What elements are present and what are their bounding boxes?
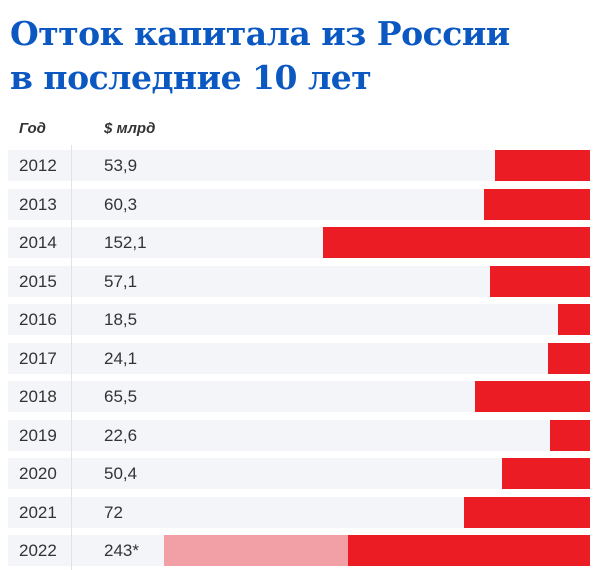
value-label: 60,3	[104, 194, 138, 214]
table-row: 2018 65,5	[8, 381, 590, 412]
year-label: 2018	[19, 387, 57, 406]
bar	[501, 458, 590, 489]
bar	[463, 496, 590, 528]
value-label: 65,5	[104, 387, 138, 406]
header-year: Год	[19, 120, 46, 137]
header-value: $ млрд	[104, 120, 156, 137]
title-line-1: Отток капитала из России	[10, 14, 510, 53]
value-label: 243*	[104, 541, 139, 560]
table-row: 2022 243*	[8, 535, 590, 566]
bar	[550, 419, 590, 451]
bar	[484, 188, 590, 220]
value-label: 57,1	[104, 271, 138, 291]
value-label: 152,1	[104, 233, 147, 252]
year-label: 2019	[19, 425, 57, 445]
year-label: 2014	[19, 233, 57, 252]
year-label: 2020	[19, 464, 57, 483]
year-label: 2017	[19, 348, 57, 368]
year-label: 2015	[19, 271, 57, 291]
bar	[489, 265, 590, 297]
value-label: 50,4	[104, 464, 138, 483]
column-divider	[71, 145, 72, 570]
year-label: 2012	[19, 156, 57, 175]
table-row: 2017 24,1	[8, 342, 590, 374]
bar	[347, 535, 590, 566]
value-label: 24,1	[104, 348, 138, 368]
value-label: 18,5	[104, 310, 138, 329]
value-label: 72	[104, 502, 123, 522]
value-label: 22,6	[104, 425, 138, 445]
chart-title: Отток капитала из России в последние 10 …	[10, 12, 510, 100]
value-label: 53,9	[104, 156, 138, 175]
bar	[557, 304, 590, 335]
year-label: 2021	[19, 502, 57, 522]
table-row: 2016 18,5	[8, 304, 590, 335]
table-row: 2014 152,1	[8, 227, 590, 258]
table-row: 2013 60,3	[8, 188, 590, 220]
bar	[495, 150, 590, 181]
table-row: 2012 53,9	[8, 150, 590, 181]
table-row: 2020 50,4	[8, 458, 590, 489]
table-row: 2021 72	[8, 496, 590, 528]
year-label: 2022	[19, 541, 57, 560]
year-label: 2016	[19, 310, 57, 329]
title-line-2: в последние 10 лет	[10, 58, 372, 97]
year-label: 2013	[19, 194, 57, 214]
bar	[323, 227, 590, 258]
bar	[547, 342, 590, 374]
table-row: 2019 22,6	[8, 419, 590, 451]
table-row: 2015 57,1	[8, 265, 590, 297]
bar	[475, 381, 590, 412]
